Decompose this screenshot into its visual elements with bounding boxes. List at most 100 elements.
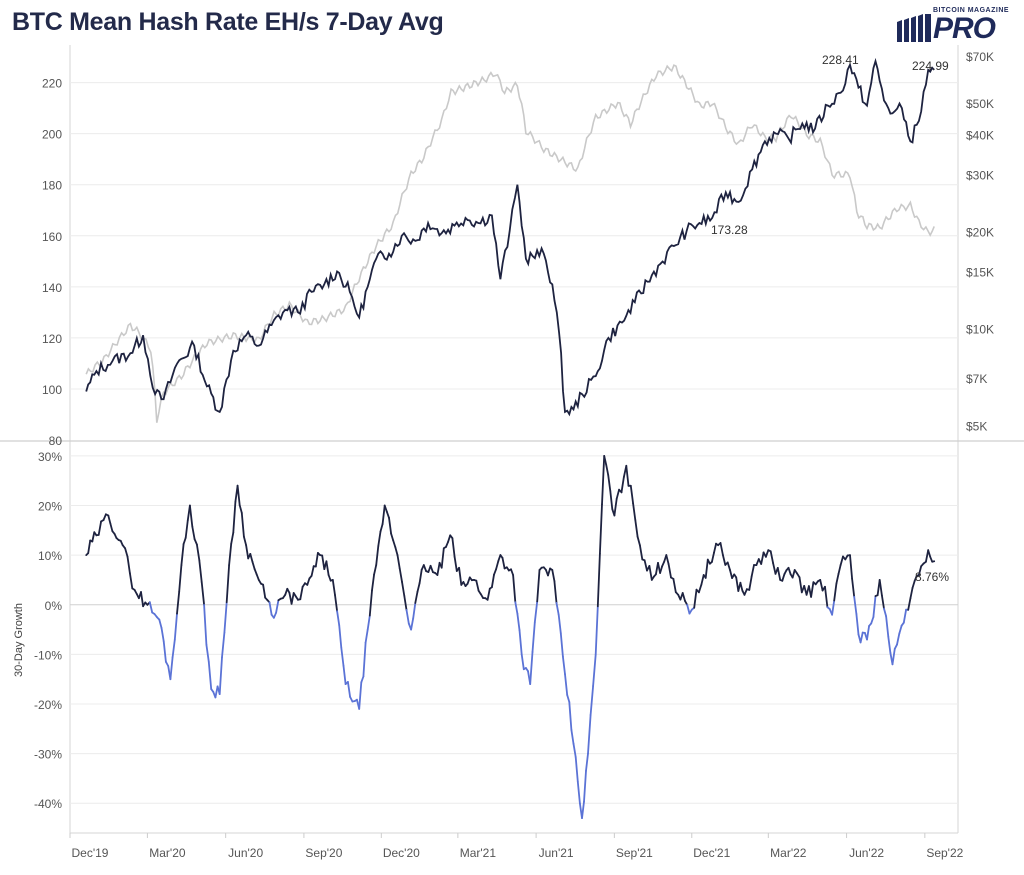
- price-axis: $5K $7K $10K $15K $20K $30K $40K $50K $70K: [966, 50, 994, 433]
- growth-segment: [798, 576, 803, 594]
- growth-segment: [665, 554, 670, 565]
- y2-tick-label: $40K: [966, 128, 994, 142]
- x-tick-label: Mar'20: [149, 846, 186, 860]
- growth-segment: [729, 569, 733, 579]
- y-tick-label: 100: [42, 383, 62, 397]
- growth-segment: [878, 579, 883, 597]
- hashrate-line: [85, 57, 935, 417]
- growth-segment: [368, 589, 373, 617]
- growth-segment: [445, 540, 450, 548]
- growth-segment: [184, 519, 189, 539]
- y-tick-label: 10%: [38, 549, 62, 563]
- growth-segment: [881, 594, 885, 610]
- growth-segment: [493, 568, 498, 576]
- growth-segment: [390, 532, 395, 542]
- growth-segment: [748, 575, 753, 591]
- growth-segment: [849, 554, 853, 580]
- x-tick-label: Dec'20: [383, 846, 420, 860]
- growth-segment: [872, 595, 877, 618]
- y2-tick-label: $50K: [966, 97, 994, 111]
- growth-segment: [698, 584, 703, 594]
- growth-segment: [203, 604, 208, 646]
- y2-tick-label: $70K: [966, 50, 994, 64]
- growth-segment: [831, 599, 836, 616]
- chart-title: BTC Mean Hash Rate EH/s 7-Day Avg: [12, 8, 444, 36]
- growth-segment: [191, 525, 196, 540]
- growth-segment: [719, 542, 724, 556]
- growth-segment: [364, 628, 369, 644]
- growth-segment: [686, 604, 691, 615]
- growth-segment: [394, 546, 399, 556]
- growth-segment: [240, 512, 245, 538]
- growth-segment: [405, 609, 410, 625]
- growth-segment: [781, 573, 786, 582]
- growth-segment: [583, 769, 587, 803]
- growth-segment: [325, 560, 330, 576]
- growth-segment: [672, 578, 677, 593]
- growth-segment: [198, 559, 203, 583]
- growth-segment: [373, 564, 378, 576]
- growth-segment: [760, 551, 765, 565]
- growth-segment: [360, 675, 365, 684]
- growth-segment: [140, 591, 145, 608]
- growth-segment: [564, 673, 569, 696]
- growth-segment: [188, 504, 194, 528]
- y-tick-label: -10%: [34, 648, 62, 662]
- growth-segment: [225, 564, 231, 604]
- growth-segment: [340, 646, 345, 667]
- growth-segment: [200, 581, 206, 606]
- growth-segment: [268, 601, 273, 616]
- growth-segment: [570, 729, 575, 745]
- growth-segment: [440, 547, 445, 569]
- growth-segment: [128, 572, 134, 590]
- growth-segment: [585, 752, 589, 772]
- growth-segment: [346, 681, 352, 698]
- growth-segment: [205, 643, 210, 663]
- growth-segment: [902, 608, 907, 624]
- growth-segment: [331, 579, 336, 596]
- x-tick-label: Jun'21: [539, 846, 574, 860]
- growth-segment: [866, 625, 870, 641]
- growth-segment: [398, 567, 403, 583]
- growth-segment: [334, 594, 339, 612]
- growth-segment: [97, 520, 102, 536]
- growth-segment: [898, 624, 903, 635]
- growth-segment: [253, 568, 258, 576]
- bitcoin-magazine-pro-logo: BITCOIN MAGAZINE PRO: [893, 4, 1018, 46]
- growth-segment: [466, 576, 471, 585]
- growth-segment: [520, 653, 525, 671]
- logo-mark-icon: [897, 14, 931, 42]
- growth-segment: [275, 599, 280, 614]
- growth-segment: [896, 632, 901, 646]
- annotation-label: 173.28: [711, 223, 748, 237]
- x-tick-label: Sep'22: [926, 846, 963, 860]
- growth-segment: [681, 592, 686, 602]
- growth-segment: [272, 611, 278, 619]
- growth-segment: [620, 475, 625, 494]
- y2-tick-label: $20K: [966, 225, 994, 239]
- growth-segment: [603, 454, 608, 466]
- growth-segment: [342, 664, 347, 685]
- growth-segment: [594, 605, 599, 656]
- top-grid: [70, 82, 958, 390]
- growth-segment: [385, 510, 390, 519]
- growth-segment: [839, 555, 844, 566]
- growth-segment: [451, 537, 456, 558]
- growth-segment: [232, 500, 237, 534]
- growth-segment: [551, 569, 556, 582]
- growth-segment: [107, 514, 112, 525]
- growth-segment: [388, 516, 393, 535]
- growth-segment: [207, 661, 213, 690]
- growth-segment: [178, 564, 183, 593]
- growth-segment: [418, 568, 423, 584]
- x-tick-label: Dec'19: [72, 846, 109, 860]
- growth-segment: [765, 549, 770, 558]
- growth-segment: [429, 564, 434, 573]
- growth-segment: [855, 613, 860, 636]
- growth-segment: [148, 601, 154, 614]
- growth-segment: [711, 551, 715, 563]
- growth-segment: [643, 559, 648, 572]
- growth-segment: [791, 569, 796, 579]
- growth-segment: [743, 588, 748, 596]
